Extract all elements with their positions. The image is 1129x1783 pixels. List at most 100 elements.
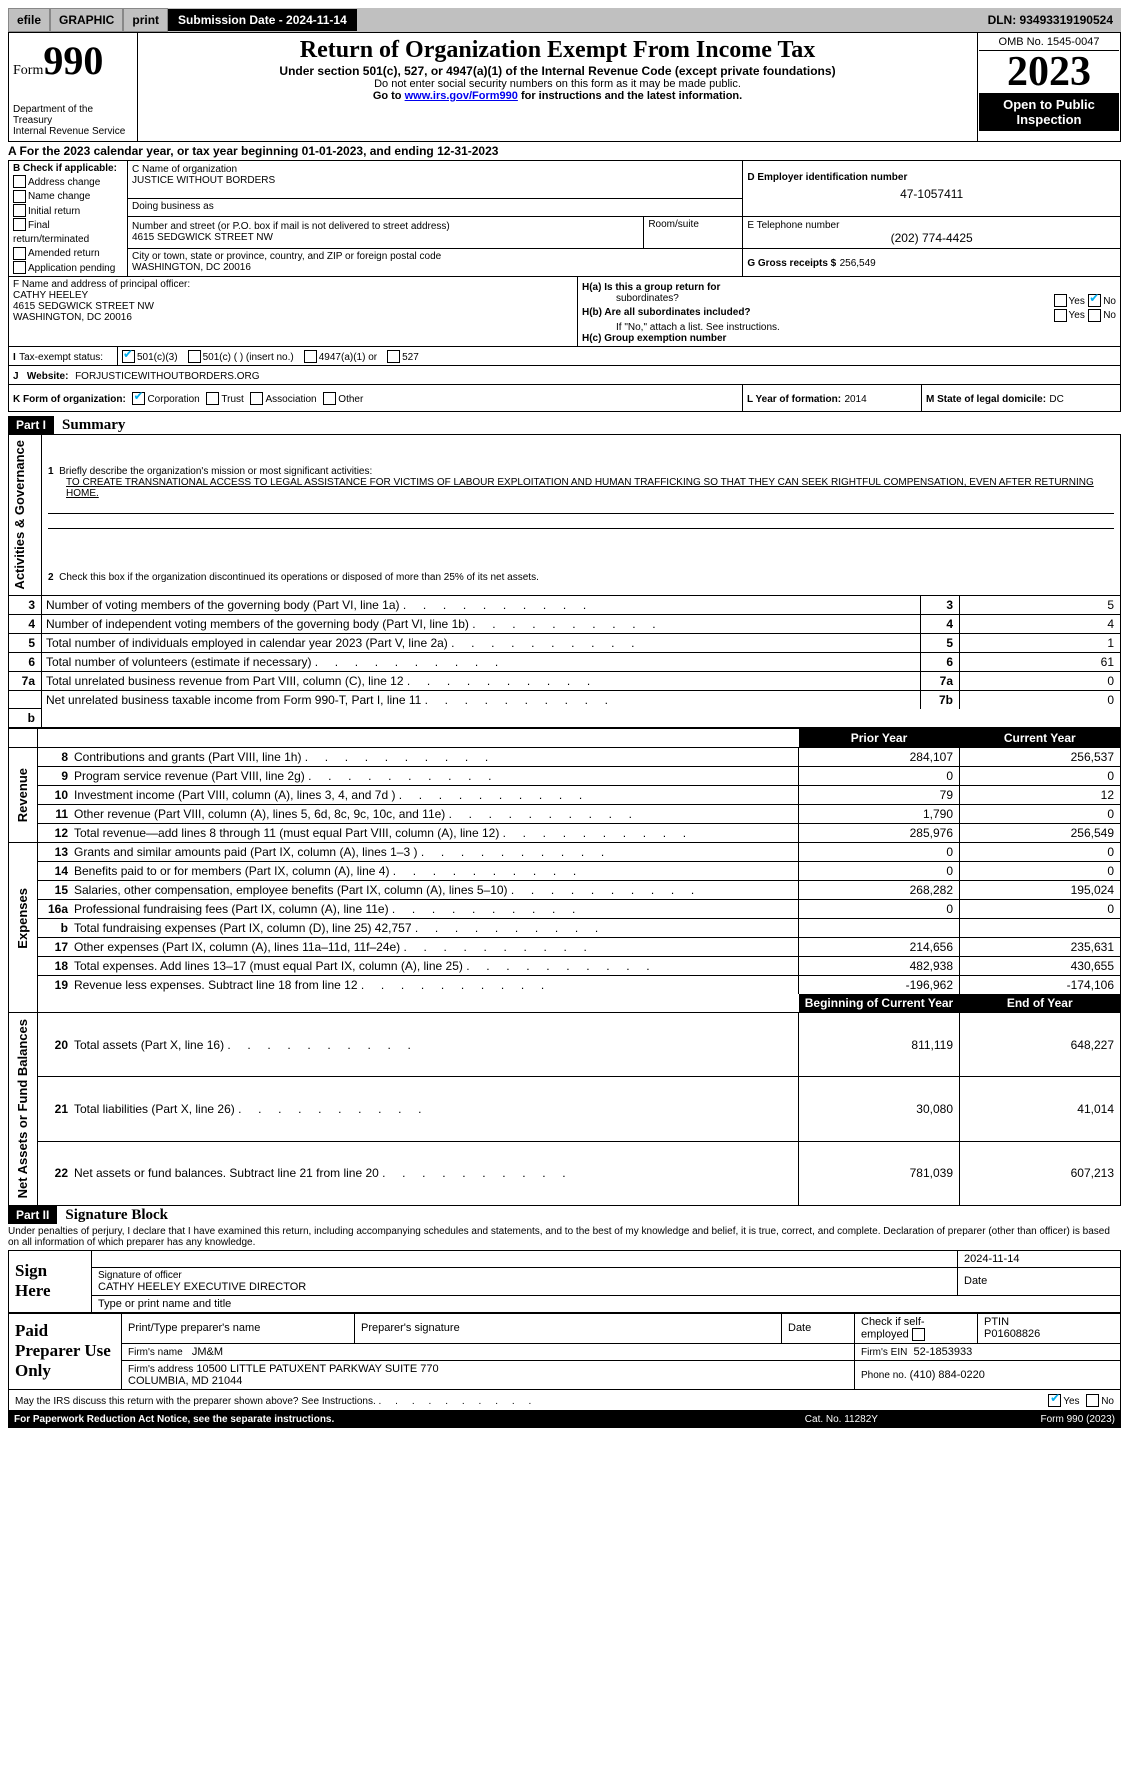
period-label: A For the 2023 calendar year, or tax yea… <box>8 144 302 158</box>
ssn-warning: Do not enter social security numbers on … <box>142 78 973 90</box>
goto-prefix: Go to <box>373 90 405 102</box>
officer-addr1: 4615 SEDGWICK STREET NW <box>13 301 573 312</box>
cb-corp[interactable] <box>132 392 145 405</box>
efile-button[interactable]: efile <box>8 8 50 32</box>
part2-title: Signature Block <box>57 1207 168 1223</box>
box-j-label: Website: <box>27 371 69 382</box>
prior-year-head: Prior Year <box>799 729 960 748</box>
under-section: Under section 501(c), 527, or 4947(a)(1)… <box>142 64 973 78</box>
box-f-label: F Name and address of principal officer: <box>13 279 573 290</box>
firm-addr-label: Firm's address <box>128 1364 193 1375</box>
pra-notice: For Paperwork Reduction Act Notice, see … <box>8 1411 757 1428</box>
current-year-head: Current Year <box>960 729 1121 748</box>
cb-assoc[interactable] <box>250 392 263 405</box>
checkbox-address-change[interactable]: Address change <box>13 174 123 188</box>
officer-addr2: WASHINGTON, DC 20016 <box>13 312 573 323</box>
cb-trust[interactable] <box>206 392 219 405</box>
state-domicile: DC <box>1049 394 1063 405</box>
phone-value: (202) 774-4425 <box>747 231 1116 245</box>
part2-band: Part II <box>8 1206 57 1224</box>
box-i-label: Tax-exempt status: <box>19 352 103 363</box>
dept-treasury: Department of the Treasury <box>13 104 133 126</box>
checkbox-final-return[interactable]: Final return/terminated <box>13 217 123 245</box>
discuss-text: May the IRS discuss this return with the… <box>15 1396 531 1407</box>
firm-phone: (410) 884-0220 <box>910 1369 985 1381</box>
period-begin: 01-01-2023 <box>302 144 363 158</box>
ptin-label: PTIN <box>984 1316 1009 1328</box>
irs-label: Internal Revenue Service <box>13 126 133 137</box>
firm-name: JM&M <box>192 1346 223 1358</box>
form-word: Form <box>13 63 43 78</box>
box-e-label: E Telephone number <box>747 220 1116 231</box>
ha-yes-checkbox[interactable] <box>1054 294 1067 307</box>
graphic-button[interactable]: GRAPHIC <box>50 8 123 32</box>
form-footer: Form 990 (2023) <box>1041 1414 1115 1425</box>
checkbox-initial-return[interactable]: Initial return <box>13 203 123 217</box>
penalty-text: Under penalties of perjury, I declare th… <box>8 1224 1121 1250</box>
hc-label: H(c) Group exemption number <box>582 333 1116 344</box>
type-name-label: Type or print name and title <box>92 1295 1121 1312</box>
end-year-head: End of Year <box>960 994 1121 1013</box>
checkbox-application-pending[interactable]: Application pending <box>13 260 123 274</box>
ha-sub: subordinates? <box>582 293 679 307</box>
part1-title: Summary <box>54 417 125 433</box>
form-number: 990 <box>43 38 103 83</box>
city-value: WASHINGTON, DC 20016 <box>132 262 738 273</box>
city-label: City or town, state or province, country… <box>132 251 738 262</box>
box-c-label: C Name of organization <box>132 164 738 175</box>
date-label: Date <box>958 1267 1121 1295</box>
tax-year: 2023 <box>979 51 1119 93</box>
dln-label: DLN: 93493319190524 <box>980 9 1121 31</box>
cb-self-employed[interactable] <box>912 1328 925 1341</box>
checkbox-amended-return[interactable]: Amended return <box>13 245 123 259</box>
hb-note: If "No," attach a list. See instructions… <box>582 322 1116 333</box>
begin-year-head: Beginning of Current Year <box>799 994 960 1013</box>
prep-date-label: Date <box>782 1313 855 1343</box>
hb-label: H(b) Are all subordinates included? <box>582 307 751 321</box>
box-g-label: G Gross receipts $ <box>747 258 836 269</box>
line2-text: Check this box if the organization disco… <box>59 572 539 583</box>
title-block: Form990 Department of the Treasury Inter… <box>8 32 1121 142</box>
irs-link[interactable]: www.irs.gov/Form990 <box>405 90 518 102</box>
street-label: Number and street (or P.O. box if mail i… <box>132 221 639 232</box>
sign-date: 2024-11-14 <box>958 1250 1121 1267</box>
box-b-title: B Check if applicable: <box>13 163 123 174</box>
officer-name: CATHY HEELEY <box>13 290 573 301</box>
open-inspection: Open to Public Inspection <box>979 93 1119 131</box>
cb-501c[interactable] <box>188 350 201 363</box>
year-formation: 2014 <box>844 394 866 405</box>
firm-name-label: Firm's name <box>128 1347 183 1358</box>
box-k-label: K Form of organization: <box>13 394 126 405</box>
discuss-no-checkbox[interactable] <box>1086 1394 1099 1407</box>
status-website-block: I Tax-exempt status: 501(c)(3) 501(c) ( … <box>8 347 1121 385</box>
checkbox-name-change[interactable]: Name change <box>13 188 123 202</box>
period-end: 12-31-2023 <box>437 144 498 158</box>
officer-sig-name: CATHY HEELEY EXECUTIVE DIRECTOR <box>98 1281 951 1293</box>
room-label: Room/suite <box>648 219 738 230</box>
hb-yes-checkbox[interactable] <box>1054 309 1067 322</box>
summary-table: Activities & Governance 1 Briefly descri… <box>8 434 1121 728</box>
website-value: FORJUSTICEWITHOUTBORDERS.ORG <box>75 371 259 382</box>
submission-date: Submission Date - 2024-11-14 <box>168 9 357 31</box>
cb-501c3[interactable] <box>122 350 135 363</box>
period-mid: , and ending <box>363 144 437 158</box>
ein-value: 47-1057411 <box>747 183 1116 205</box>
sign-here-block: Sign Here 2024-11-14 Signature of office… <box>8 1250 1121 1313</box>
klm-block: K Form of organization: Corporation Trus… <box>8 385 1121 412</box>
prep-name-label: Print/Type preparer's name <box>122 1313 355 1343</box>
hb-no-checkbox[interactable] <box>1088 309 1101 322</box>
paid-preparer-label: Paid Preparer Use Only <box>9 1313 122 1389</box>
discuss-row: May the IRS discuss this return with the… <box>8 1390 1121 1411</box>
cb-527[interactable] <box>387 350 400 363</box>
print-button[interactable]: print <box>123 8 168 32</box>
header-boxes: B Check if applicable: Address change Na… <box>8 160 1121 277</box>
box-m-label: M State of legal domicile: <box>926 394 1046 405</box>
mission-text: TO CREATE TRANSNATIONAL ACCESS TO LEGAL … <box>48 477 1114 499</box>
discuss-yes-checkbox[interactable] <box>1048 1394 1061 1407</box>
firm-phone-label: Phone no. <box>861 1370 907 1381</box>
officer-h-block: F Name and address of principal officer:… <box>8 277 1121 347</box>
cb-4947[interactable] <box>304 350 317 363</box>
ha-no-checkbox[interactable] <box>1088 294 1101 307</box>
cb-other[interactable] <box>323 392 336 405</box>
ha-label: H(a) Is this a group return for <box>582 282 720 293</box>
